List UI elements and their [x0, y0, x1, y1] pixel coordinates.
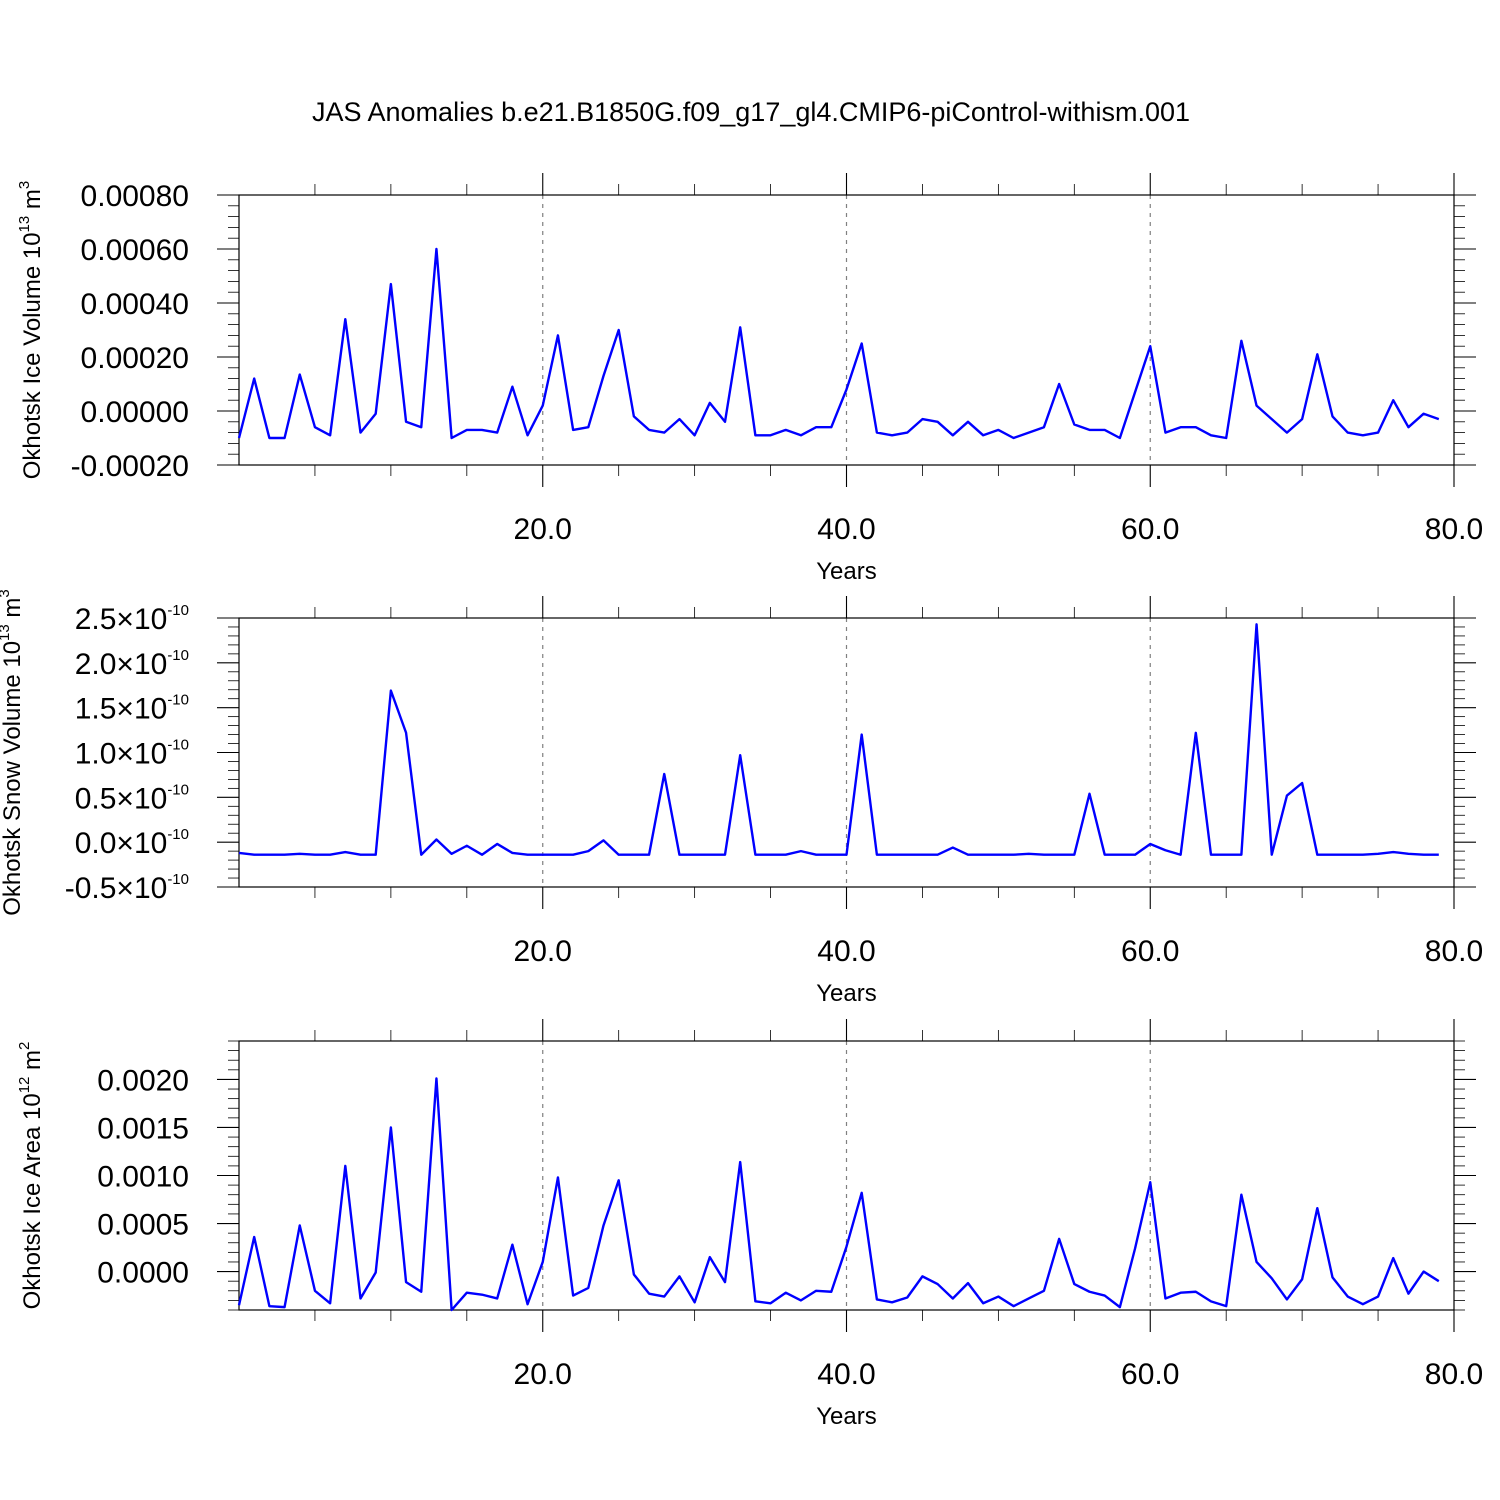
x-tick-label: 60.0 [1121, 513, 1179, 546]
y-tick-label: 0.00060 [81, 234, 189, 267]
panel-snow-volume: 20.0 40.0 60.0 80.0 -0.5×10-10 0.0×10-10 0.5×1… [0, 589, 1483, 1007]
x-axis-label: Years [816, 1403, 877, 1430]
y-axis-label: Okhotsk Ice Volume 1013 m3 [16, 181, 46, 480]
y-tick-label: 0.0020 [97, 1064, 189, 1097]
x-tick-label: 60.0 [1121, 1358, 1179, 1391]
x-tick-label: 20.0 [514, 513, 572, 546]
x-tick-label: 80.0 [1425, 1358, 1483, 1391]
y-tick-label: -0.5×10-10 [65, 871, 189, 905]
x-tick-label: 20.0 [514, 1358, 572, 1391]
y-tick-label: 0.0015 [97, 1112, 189, 1145]
y-tick-label: 0.0000 [97, 1257, 189, 1290]
y-tick-label: 0.00040 [81, 288, 189, 321]
chart-title: JAS Anomalies b.e21.B1850G.f09_g17_gl4.C… [312, 97, 1190, 127]
y-tick-label: 0.00020 [81, 342, 189, 375]
y-tick-label: 2.0×10-10 [75, 647, 189, 681]
y-axis-label: Okhotsk Snow Volume 1013 m3 [0, 589, 26, 916]
y-tick-label: 0.00080 [81, 180, 189, 213]
y-tick-label: 0.00000 [81, 396, 189, 429]
x-tick-label: 80.0 [1425, 513, 1483, 546]
x-tick-label: 40.0 [817, 935, 875, 968]
panel-ice-volume: 20.0 40.0 60.0 80.0 -0.00020 0.00000 0.00020 0.… [16, 173, 1483, 585]
x-axis-label: Years [816, 980, 877, 1007]
y-tick-label: 0.0010 [97, 1161, 189, 1194]
x-tick-label: 60.0 [1121, 935, 1179, 968]
y-tick-label: 0.5×10-10 [75, 781, 189, 815]
y-tick-label: 0.0×10-10 [75, 826, 189, 860]
x-tick-label: 40.0 [817, 513, 875, 546]
y-axis-label: Okhotsk Ice Area 1012 m2 [16, 1042, 46, 1310]
y-tick-label: 1.5×10-10 [75, 692, 189, 726]
series-line [238, 623, 1439, 856]
series-line [237, 247, 1440, 440]
panel-ice-area: 20.0 40.0 60.0 80.0 0.0000 0.0005 0.0010 0.0015… [16, 1019, 1483, 1430]
x-tick-label: 20.0 [514, 935, 572, 968]
series-line [237, 1077, 1440, 1312]
y-tick-label: 2.5×10-10 [75, 602, 189, 636]
x-tick-label: 40.0 [817, 1358, 875, 1391]
y-tick-label: 1.0×10-10 [75, 737, 189, 771]
x-tick-label: 80.0 [1425, 935, 1483, 968]
y-tick-label: 0.0005 [97, 1209, 189, 1242]
y-tick-label: -0.00020 [71, 450, 189, 483]
x-axis-label: Years [816, 558, 877, 585]
